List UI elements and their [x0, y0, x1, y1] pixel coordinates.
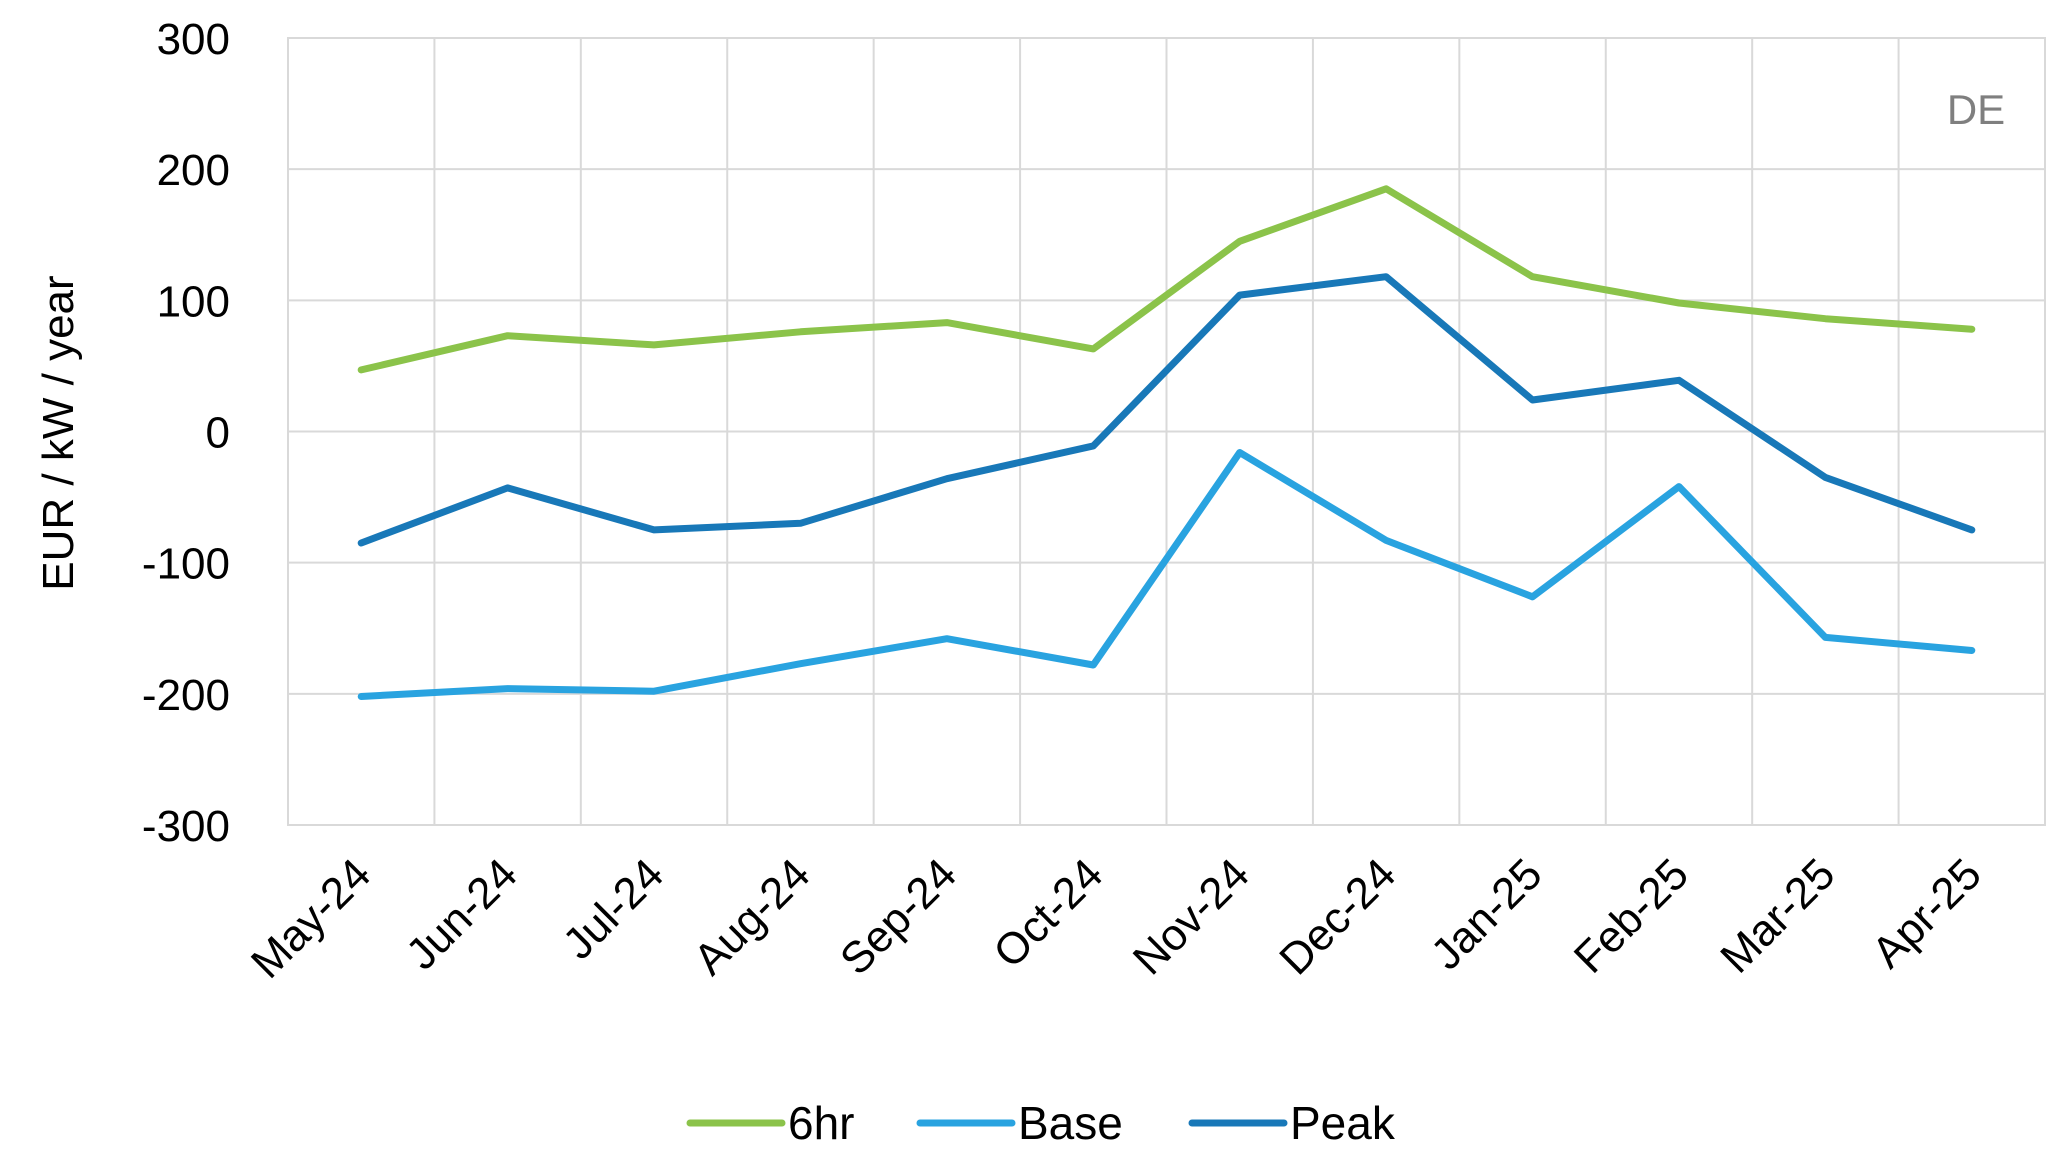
legend: 6hr Base Peak [686, 1097, 1396, 1149]
y-tick-label: 100 [157, 277, 230, 326]
plot-area [287, 37, 2046, 826]
x-tick-label: Nov-24 [1124, 849, 1259, 984]
x-tick-label: Feb-25 [1565, 849, 1698, 982]
x-tick-label: Sep-24 [831, 849, 966, 984]
y-axis-ticks: 300 200 100 0 -100 -200 -300 [142, 15, 230, 851]
series-line-base [357, 449, 1976, 700]
x-tick-label: Mar-25 [1711, 849, 1844, 982]
x-tick-label: Aug-24 [685, 849, 820, 984]
y-tick-label: 300 [157, 15, 230, 64]
y-tick-label: 200 [157, 146, 230, 195]
y-tick-label: -200 [142, 671, 230, 720]
y-tick-label: 0 [206, 409, 230, 458]
x-tick-label: Apr-25 [1863, 849, 1991, 977]
series-lines [357, 185, 1976, 700]
x-tick-label: Jan-25 [1422, 849, 1552, 979]
x-tick-label: Jun-24 [397, 849, 527, 979]
x-tick-label: Jul-24 [554, 849, 673, 968]
legend-label-base: Base [1018, 1097, 1123, 1149]
series-line-peak [357, 273, 1976, 547]
legend-label-peak: Peak [1290, 1097, 1396, 1149]
y-axis-label: EUR / kW / year [34, 275, 83, 590]
x-tick-label: Dec-24 [1270, 849, 1405, 984]
x-tick-label: Oct-24 [984, 849, 1112, 977]
legend-label-6hr: 6hr [788, 1097, 854, 1149]
region-annotation: DE [1947, 86, 2005, 133]
x-axis-ticks: May-24 Jun-24 Jul-24 Aug-24 Sep-24 Oct-24 Nov-… [242, 849, 1991, 987]
y-tick-label: -100 [142, 540, 230, 589]
gridlines [288, 37, 2045, 826]
series-line-6hr [357, 185, 1976, 374]
x-tick-label: May-24 [242, 849, 380, 987]
y-tick-label: -300 [142, 802, 230, 851]
